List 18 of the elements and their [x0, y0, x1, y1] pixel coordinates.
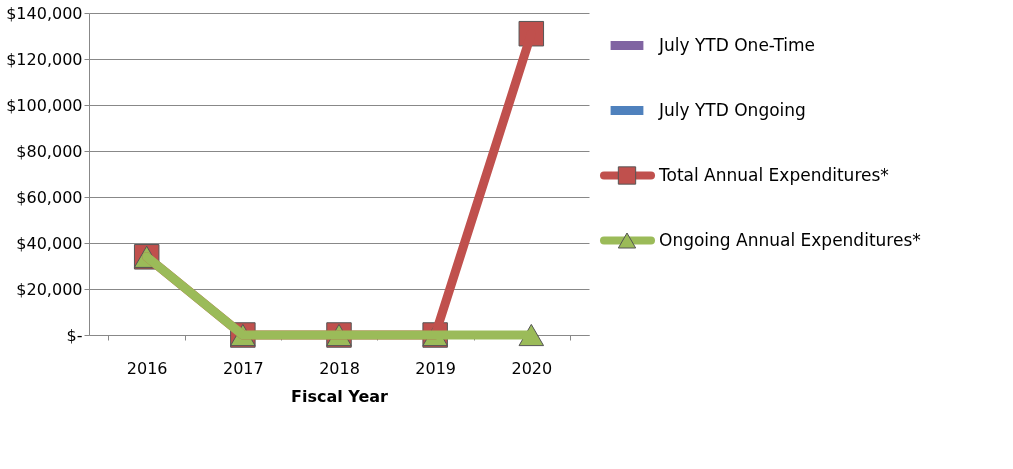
y-tick-label: $60,000	[16, 187, 83, 207]
y-tick-label: $-	[66, 325, 83, 345]
y-tick-label: $20,000	[16, 279, 83, 299]
y-tick-label: $40,000	[16, 233, 83, 253]
y-tick-label: $80,000	[16, 141, 83, 161]
x-tick-label: 2016	[126, 358, 168, 378]
legend-label: Ongoing Annual Expenditures*	[659, 229, 921, 250]
x-tick-label: 2020	[511, 358, 553, 378]
legend-label: Total Annual Expenditures*	[658, 164, 889, 185]
x-axis-title: Fiscal Year	[291, 386, 389, 406]
x-tick-label: 2018	[319, 358, 360, 378]
legend-label: July YTD Ongoing	[658, 99, 806, 120]
y-tick-label: $140,000	[6, 3, 83, 23]
x-tick-label: 2019	[415, 358, 457, 378]
y-tick-label: $100,000	[6, 95, 83, 115]
x-tick-label: 2017	[222, 358, 264, 378]
y-tick-label: $120,000	[6, 49, 83, 69]
legend-label: July YTD One-Time	[658, 34, 816, 55]
